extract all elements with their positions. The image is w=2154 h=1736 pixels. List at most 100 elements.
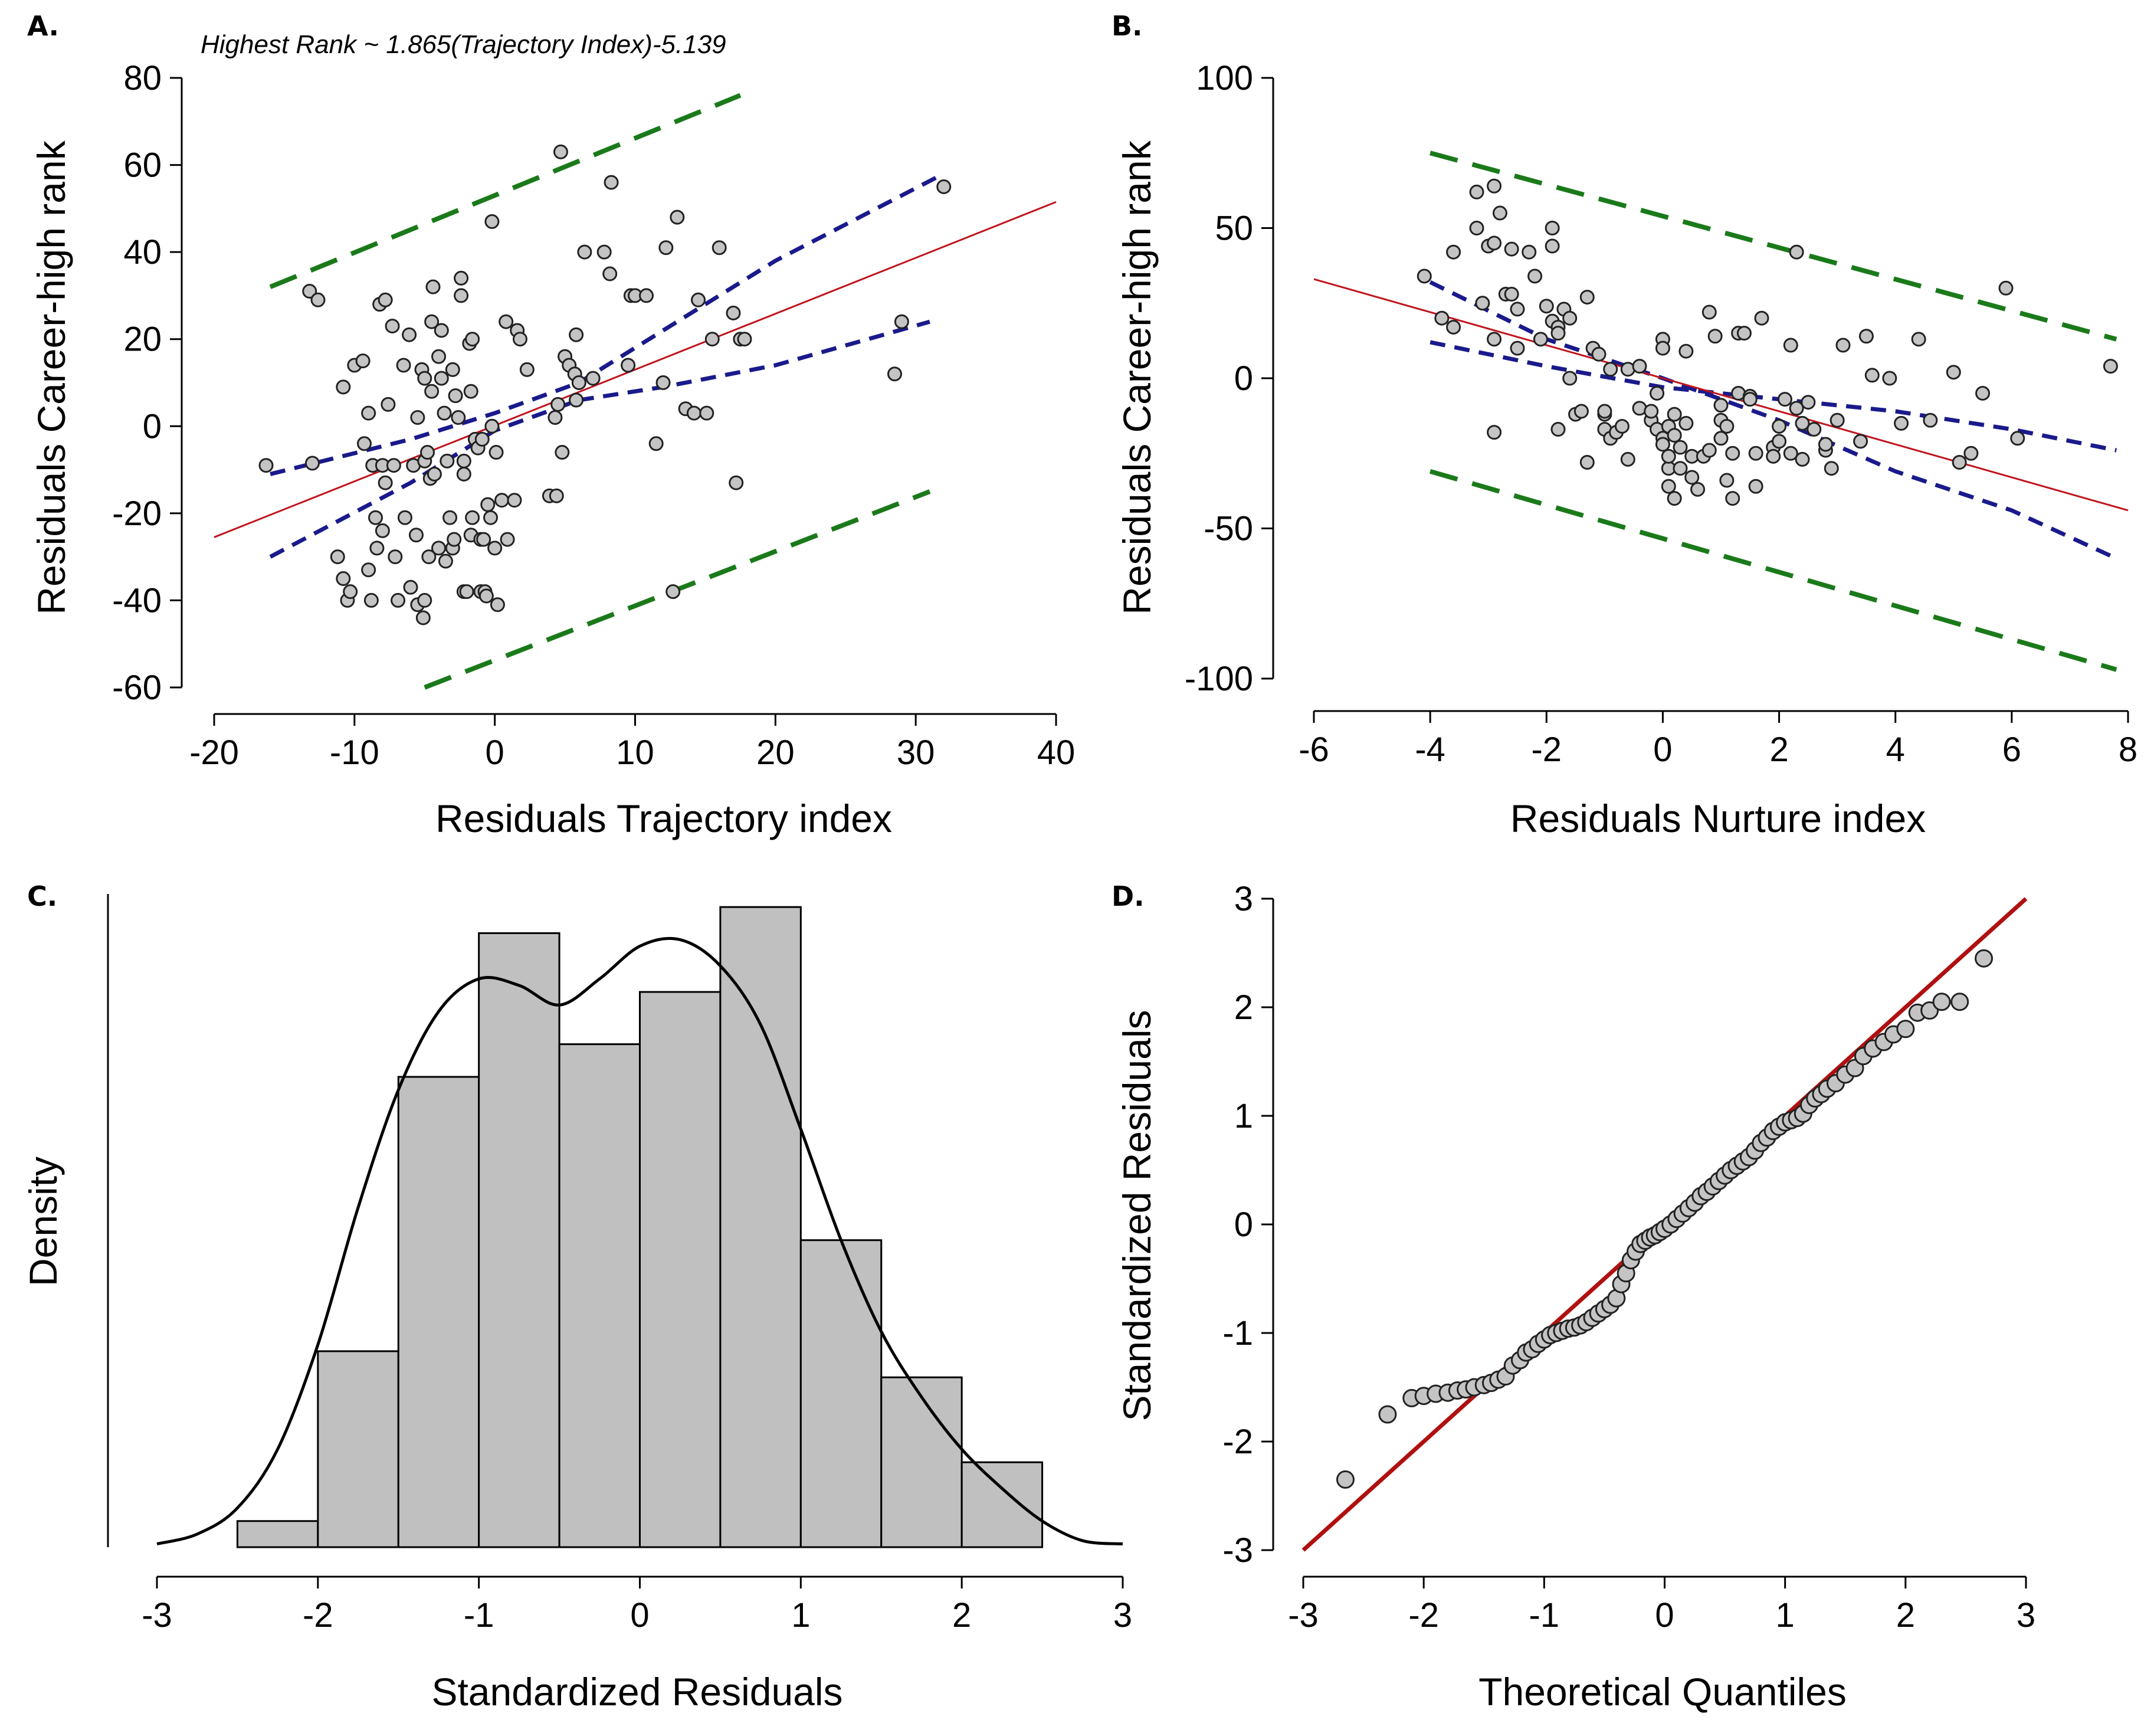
data-point	[454, 270, 469, 286]
regression-equation: Highest Rank ~ 1.865(Trajectory Index)-5…	[201, 30, 726, 59]
data-point	[363, 592, 379, 608]
data-point	[417, 371, 432, 386]
data-point	[1655, 437, 1670, 452]
data-point	[585, 371, 601, 386]
histogram-bar	[478, 932, 560, 1548]
panel-c-density-curve	[156, 936, 1123, 1545]
panel-a-x-tick-label: -10	[330, 733, 379, 772]
data-point	[1952, 455, 1967, 470]
data-point	[343, 584, 358, 600]
panel-d-label: D.	[1112, 880, 1145, 912]
data-point	[1562, 371, 1578, 386]
data-point	[1661, 448, 1676, 464]
data-point	[1522, 244, 1537, 260]
data-point	[484, 418, 500, 434]
panel-b-y-tick-label: 50	[1215, 209, 1253, 248]
panel-d-x-axis: -3 -2 -1 0 1 2 3	[1288, 1575, 2035, 1635]
data-point	[385, 319, 400, 334]
panel-a-x-tick-label: 10	[616, 733, 654, 772]
data-point	[1725, 446, 1740, 461]
data-point	[1591, 346, 1607, 362]
qq-point	[1378, 1405, 1397, 1424]
data-point	[1963, 446, 1979, 461]
data-point	[424, 314, 440, 329]
data-point	[1579, 290, 1595, 305]
data-point	[1894, 415, 1909, 431]
prediction-interval-lower	[1430, 469, 2117, 672]
data-point	[424, 384, 440, 399]
confidence-band-upper	[1429, 280, 2117, 561]
data-point	[1777, 392, 1792, 407]
qq-point	[1336, 1470, 1355, 1489]
panel-a-x-tick-label: 30	[897, 733, 935, 772]
panel-b-y-tick-label: 100	[1196, 59, 1253, 97]
panel-c-x-label: Standardized Residuals	[431, 1670, 842, 1714]
data-point	[310, 292, 326, 307]
data-point	[699, 405, 714, 421]
data-point	[480, 497, 496, 512]
data-point	[1835, 338, 1851, 353]
data-point	[442, 510, 458, 525]
panel-d-y-label: Standardized Residuals	[1115, 1010, 1159, 1421]
density-curve	[156, 936, 1123, 1545]
prediction-interval-upper	[269, 93, 742, 289]
panel-d-y-tick-label: -2	[1222, 1423, 1253, 1461]
data-point	[1882, 371, 1897, 386]
histogram-bar	[719, 906, 802, 1548]
data-point	[1487, 332, 1502, 347]
panel-d-x-tick-label: -1	[1529, 1596, 1560, 1635]
panel-a-y-tick-label: -60	[112, 669, 162, 707]
data-point	[375, 523, 390, 538]
qq-point	[1950, 993, 1969, 1011]
data-point	[1946, 365, 1961, 380]
data-point	[1801, 395, 1816, 410]
data-point	[887, 366, 902, 382]
data-point	[425, 279, 441, 294]
data-point	[2103, 359, 2118, 374]
panel-c-x-tick-label: -3	[142, 1596, 172, 1635]
data-point	[1545, 238, 1560, 254]
data-point	[569, 392, 584, 408]
panel-b-y-label: Residuals Career-high rank	[1115, 140, 1159, 614]
data-point	[655, 375, 671, 390]
data-point	[369, 541, 385, 556]
data-point	[894, 314, 909, 329]
data-point	[1911, 332, 1926, 347]
data-point	[704, 332, 720, 347]
panel-a-y-axis: -60 -40 -20 0 20 40 60 80	[112, 59, 183, 707]
panel-d-y-axis: -3 -2 -1 0 1 2 3	[1222, 880, 1274, 1570]
data-point	[417, 592, 432, 608]
panel-d-y-tick-label: 3	[1234, 880, 1253, 918]
data-point	[1783, 446, 1798, 461]
data-point	[1713, 431, 1729, 446]
panel-b-x-tick-label: 4	[1886, 731, 1905, 769]
data-point	[1550, 326, 1566, 341]
data-point	[1603, 362, 1618, 377]
data-point	[361, 562, 376, 578]
data-point	[519, 362, 535, 377]
panel-b-x-tick-label: 0	[1653, 731, 1672, 769]
data-point	[1824, 461, 1839, 476]
data-point	[415, 610, 431, 625]
data-point	[712, 240, 727, 256]
data-point	[737, 332, 752, 347]
histogram-bar	[317, 1350, 399, 1548]
data-point	[437, 405, 452, 421]
data-point	[577, 244, 592, 260]
data-point	[1545, 221, 1560, 235]
data-point	[1736, 326, 1752, 341]
data-point	[1678, 343, 1694, 359]
panel-b-y-tick-label: -100	[1185, 660, 1253, 698]
panel-d-x-tick-label: 0	[1655, 1596, 1674, 1635]
data-point	[1748, 446, 1763, 461]
data-point	[1667, 491, 1682, 506]
data-point	[1742, 392, 1758, 407]
data-point	[1533, 332, 1548, 347]
data-point	[445, 362, 460, 377]
panel-a-label: A.	[27, 10, 59, 42]
panel-b-x-tick-label: 8	[2119, 731, 2137, 769]
regression-line	[214, 201, 1057, 538]
data-point	[726, 305, 741, 320]
data-point	[1783, 338, 1798, 353]
